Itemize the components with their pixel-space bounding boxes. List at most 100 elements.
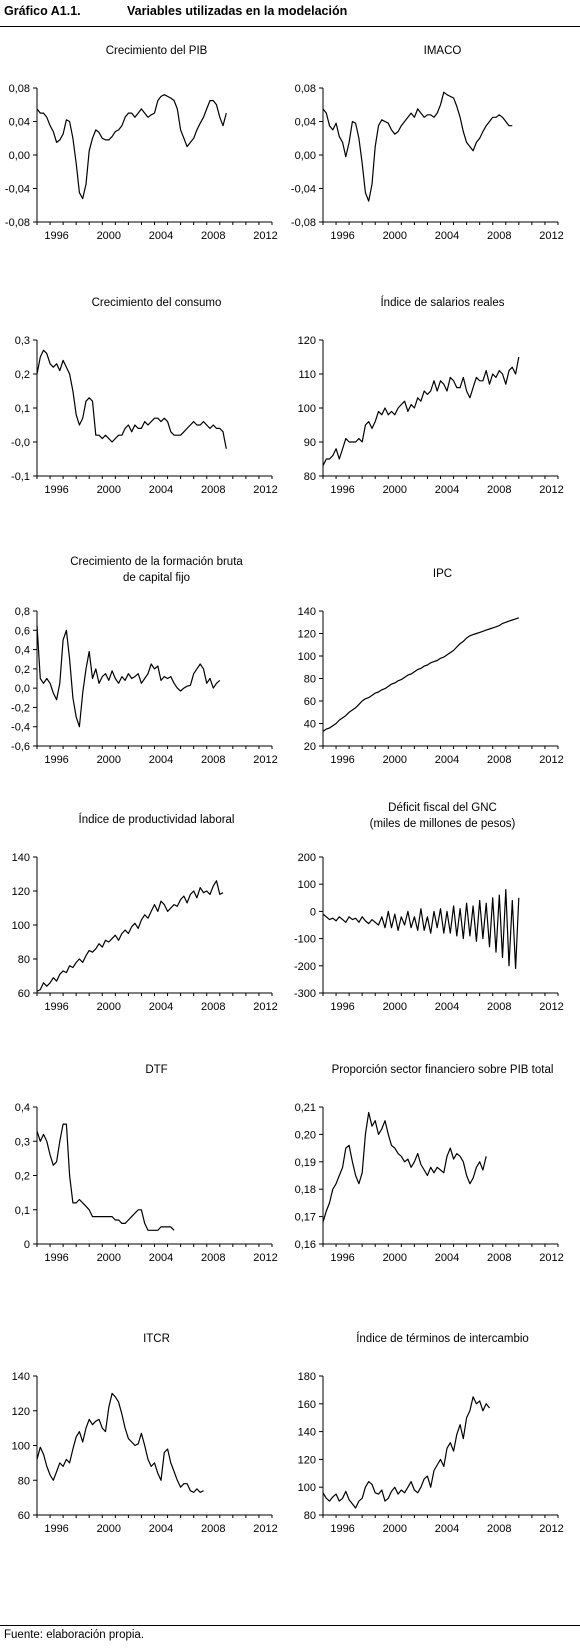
y-tick-label: 60 (304, 696, 316, 708)
chart-title: Índice de términos de intercambio (356, 1332, 529, 1345)
y-tick-label: 80 (18, 954, 30, 966)
y-tick-label: -0,0 (11, 437, 30, 449)
y-tick-label: 200 (298, 852, 316, 864)
y-tick-label: -0,6 (11, 741, 30, 753)
x-tick-label: 1996 (44, 1523, 68, 1535)
chart-panel: Crecimiento de la formación bruta de capi… (11, 556, 278, 766)
x-tick-label: 2004 (149, 1523, 173, 1535)
y-tick-label: 100 (298, 879, 316, 891)
series-line (322, 617, 519, 732)
y-tick-label: 0,00 (295, 150, 316, 162)
x-tick-label: 2008 (201, 1252, 225, 1264)
series-line (36, 94, 227, 200)
y-tick-label: -0,04 (5, 184, 30, 196)
y-tick-label: -0,2 (11, 702, 30, 714)
y-tick-label: 120 (298, 629, 316, 641)
y-tick-label: 0,3 (15, 335, 30, 347)
y-tick-label: 0,17 (295, 1212, 316, 1224)
chart-title: Índice de salarios reales (380, 296, 504, 309)
x-tick-label: 2000 (383, 484, 407, 496)
x-tick-label: 2000 (97, 1252, 121, 1264)
x-tick-label: 2000 (383, 1252, 407, 1264)
x-tick-label: 2004 (435, 1001, 459, 1013)
chart-title: de capital fijo (123, 572, 190, 584)
y-tick-label: 80 (18, 1475, 30, 1487)
chart-title: DTF (145, 1064, 167, 1076)
chart-title: IMACO (424, 45, 462, 57)
y-tick-label: 100 (12, 920, 30, 932)
chart-panel: IPC 140 120 100 80 60 40 20 1996 2000 2004 2008 2012 (298, 568, 564, 766)
y-tick-label: 120 (298, 335, 316, 347)
series-line (322, 888, 520, 970)
x-tick-label: 1996 (44, 484, 68, 496)
x-tick-label: 1996 (330, 1001, 354, 1013)
chart-title: Déficit fiscal del GNC (388, 802, 497, 814)
y-tick-label: 100 (12, 1441, 30, 1453)
x-tick-label: 2012 (539, 1523, 563, 1535)
y-tick-label: 180 (298, 1371, 316, 1383)
y-tick-label: 0,04 (295, 117, 316, 129)
y-tick-label: 140 (12, 1371, 30, 1383)
series-line (322, 91, 513, 202)
x-tick-label: 2012 (253, 1252, 277, 1264)
chart-panel: Índice de términos de intercambio 180 160 1… (298, 1332, 564, 1535)
x-tick-label: 2008 (201, 754, 225, 766)
x-tick-label: 2008 (201, 1523, 225, 1535)
x-tick-label: 2000 (383, 1523, 407, 1535)
x-tick-label: 2000 (97, 1001, 121, 1013)
chart-panel: DTF 0,4 0,3 0,2 0,1 0 1996 2000 2004 2008 2012 (15, 1064, 278, 1264)
chart-panel: Crecimiento del PIB 0,08 0,04 0,00 -0,04 -0,0… (5, 45, 278, 242)
x-tick-label: 2000 (97, 1523, 121, 1535)
series-line (36, 1123, 175, 1231)
y-tick-label: 0,20 (295, 1129, 316, 1141)
figure-number: Gráfico A1.1. (4, 4, 81, 18)
x-tick-label: 2008 (487, 230, 511, 242)
x-tick-label: 2008 (201, 1001, 225, 1013)
x-tick-label: 1996 (330, 1252, 354, 1264)
y-tick-label: 0,4 (15, 645, 30, 657)
y-tick-label: 0,6 (15, 625, 30, 637)
y-tick-label: 80 (304, 471, 316, 483)
series-line (322, 356, 520, 467)
y-tick-label: 90 (304, 437, 316, 449)
y-tick-label: -0,08 (291, 217, 316, 229)
x-tick-label: 2000 (97, 754, 121, 766)
x-tick-label: 2012 (253, 1001, 277, 1013)
chart-panel: Proporción sector financiero sobre PIB t… (295, 1064, 564, 1264)
y-tick-label: 40 (304, 719, 316, 731)
source-note: Fuente: elaboración propia. (4, 1629, 145, 1641)
y-tick-label: 0,18 (295, 1184, 316, 1196)
y-tick-label: -300 (294, 988, 316, 1000)
x-tick-label: 2012 (539, 484, 563, 496)
y-tick-label: 0 (310, 906, 316, 918)
x-tick-label: 2012 (253, 230, 277, 242)
y-tick-label: 0,0 (15, 683, 30, 695)
x-tick-label: 1996 (330, 230, 354, 242)
x-tick-label: 2008 (487, 754, 511, 766)
y-tick-label: 0,21 (295, 1102, 316, 1114)
top-rule (0, 26, 580, 27)
x-tick-label: 1996 (44, 1252, 68, 1264)
x-tick-label: 2000 (97, 484, 121, 496)
y-tick-label: 110 (298, 369, 316, 381)
y-tick-label: 0,19 (295, 1157, 316, 1169)
y-tick-label: 140 (298, 606, 316, 618)
x-tick-label: 2000 (383, 230, 407, 242)
y-tick-label: 0,2 (15, 664, 30, 676)
y-tick-label: 140 (298, 1427, 316, 1439)
y-tick-label: 160 (298, 1399, 316, 1411)
x-tick-label: 2012 (253, 484, 277, 496)
y-tick-label: 120 (298, 1454, 316, 1466)
bottom-rule (0, 1625, 580, 1626)
chart-title: Crecimiento del consumo (92, 297, 222, 309)
y-tick-label: -100 (294, 934, 316, 946)
chart-title: Crecimiento del PIB (106, 45, 208, 57)
chart-panel: Déficit fiscal del GNC (miles de millones… (294, 802, 564, 1013)
y-tick-label: -0,1 (11, 471, 30, 483)
y-tick-label: 0,2 (15, 369, 30, 381)
series-line (322, 1111, 487, 1223)
chart-panel: Índice de productividad laboral 140 120 100… (12, 813, 278, 1013)
x-tick-label: 1996 (330, 1523, 354, 1535)
y-tick-label: 0,2 (15, 1171, 30, 1183)
x-tick-label: 2000 (383, 754, 407, 766)
